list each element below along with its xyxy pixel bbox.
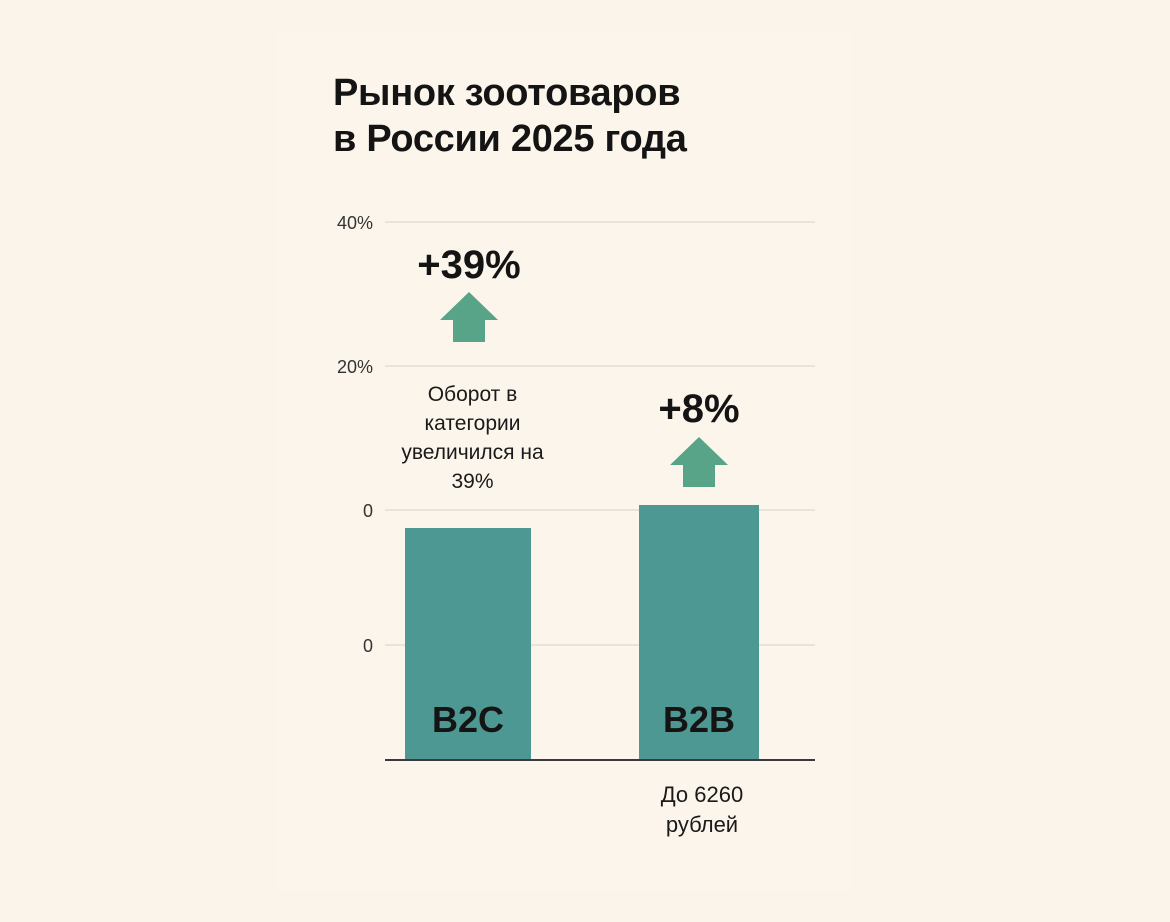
bar-category-label: B2C (432, 699, 504, 740)
chart-title: Рынок зоотоваров в России 2025 года (333, 70, 687, 162)
bar (405, 528, 531, 760)
bar-category-label: B2B (663, 699, 735, 740)
title-line-2: в России 2025 года (333, 118, 687, 160)
up-arrow-icon (670, 437, 728, 487)
y-tick-label: 20% (337, 357, 373, 377)
b2b-annotation: До 6260 рублей (660, 782, 744, 837)
growth-value-label: +8% (658, 387, 739, 431)
title-line-1: Рынок зоотоваров (333, 72, 681, 114)
y-tick-label: 0 (363, 636, 373, 656)
b2c-annotation: Оборот в категории увеличился на 39% (401, 383, 544, 493)
bar (639, 505, 759, 760)
y-tick-label: 0 (363, 501, 373, 521)
up-arrow-icon (440, 292, 498, 342)
growth-value-label: +39% (417, 243, 520, 287)
y-tick-label: 40% (337, 213, 373, 233)
